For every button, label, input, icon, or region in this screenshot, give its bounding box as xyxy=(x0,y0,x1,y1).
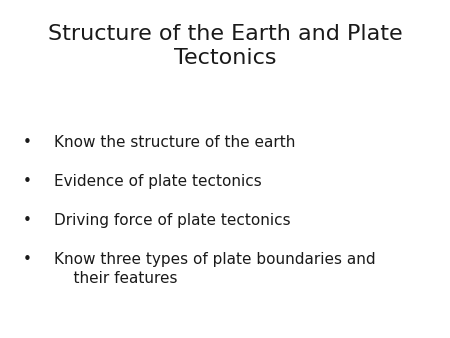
Text: Driving force of plate tectonics: Driving force of plate tectonics xyxy=(54,213,291,228)
Text: Know the structure of the earth: Know the structure of the earth xyxy=(54,135,295,150)
Text: Structure of the Earth and Plate
Tectonics: Structure of the Earth and Plate Tectoni… xyxy=(48,24,402,68)
Text: •: • xyxy=(22,174,32,189)
Text: •: • xyxy=(22,213,32,228)
Text: Know three types of plate boundaries and
    their features: Know three types of plate boundaries and… xyxy=(54,252,376,286)
Text: •: • xyxy=(22,252,32,267)
Text: •: • xyxy=(22,135,32,150)
Text: Evidence of plate tectonics: Evidence of plate tectonics xyxy=(54,174,262,189)
